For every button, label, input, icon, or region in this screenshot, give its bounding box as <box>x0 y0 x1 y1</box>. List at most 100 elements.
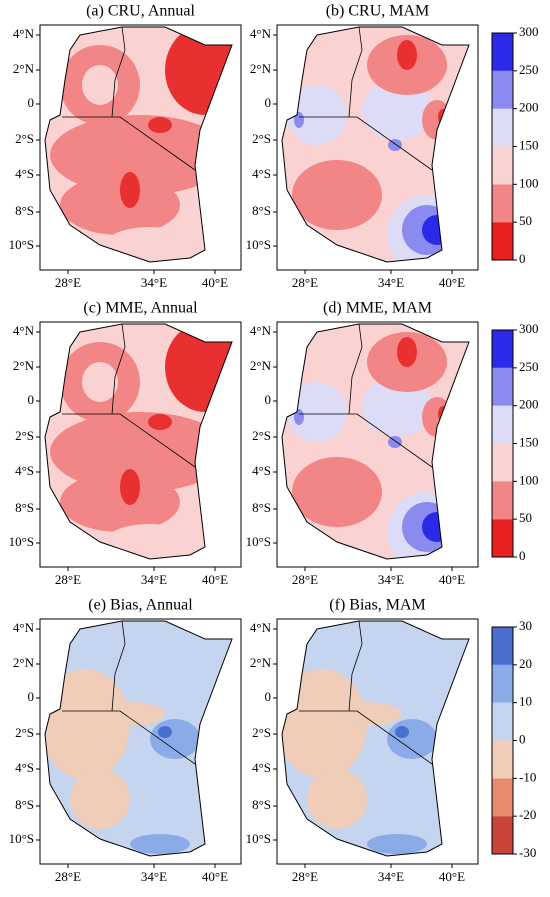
country-border <box>299 620 433 765</box>
y-tick-label: 4°N <box>13 323 35 338</box>
y-tick-label: 2°S <box>252 725 271 740</box>
map-region <box>367 834 427 854</box>
x-tick-label: 40°E <box>439 275 465 290</box>
y-tick-label: 4°N <box>250 26 272 41</box>
map-region <box>158 726 172 738</box>
map-fill <box>282 324 469 559</box>
map-region <box>82 65 118 105</box>
map-region <box>120 172 140 208</box>
colorbar-segment <box>492 33 513 71</box>
colorbar-tick-label: -30 <box>519 845 536 860</box>
panel-title: (f) Bias, MAM <box>329 597 425 614</box>
map <box>281 26 470 263</box>
map-fill <box>282 27 469 262</box>
x-tick-label: 28°E <box>292 275 318 290</box>
y-tick-label: 0 <box>265 689 272 704</box>
panel-title: (a) CRU, Annual <box>86 3 195 20</box>
y-tick-label: 0 <box>28 392 35 407</box>
colorbar-tick-label: 0 <box>519 251 526 266</box>
map-region <box>282 27 469 262</box>
y-tick-label: 4°S <box>15 166 34 181</box>
y-tick-label: 2°N <box>13 655 35 670</box>
map-region <box>388 436 402 448</box>
colorbar-tick-label: 200 <box>519 100 539 115</box>
colorbar-tick-label: 50 <box>519 213 532 228</box>
country-outline <box>281 323 470 560</box>
x-tick-label: 34°E <box>141 572 167 587</box>
x-tick-label: 34°E <box>378 572 404 587</box>
map-region <box>150 719 200 759</box>
colorbar-segment <box>492 627 513 665</box>
colorbar-tick-label: 200 <box>519 397 539 412</box>
panel-title: (c) MME, Annual <box>83 300 198 317</box>
colorbar-tick-label: 300 <box>519 321 539 336</box>
y-tick-label: 10°S <box>9 831 34 846</box>
map-region <box>60 175 180 235</box>
map-region <box>282 324 469 559</box>
map-region <box>82 362 118 402</box>
colorbar-tick-label: 0 <box>519 731 526 746</box>
colorbar-segment <box>492 702 513 741</box>
y-tick-label: 8°S <box>15 203 34 218</box>
colorbar-segment <box>492 664 513 703</box>
colorbar-segment <box>492 481 513 520</box>
y-tick-label: 8°S <box>252 500 271 515</box>
colorbar-tick-label: -10 <box>519 769 536 784</box>
y-tick-label: 2°N <box>13 358 35 373</box>
y-tick-label: 2°N <box>250 61 272 76</box>
panel-title: (b) CRU, MAM <box>326 3 430 20</box>
map-region <box>287 85 347 145</box>
country-outline <box>44 26 233 263</box>
y-tick-label: 10°S <box>246 831 271 846</box>
colorbar-segment <box>492 108 513 147</box>
y-tick-label: 0 <box>265 95 272 110</box>
map <box>281 323 470 560</box>
y-tick-label: 4°S <box>252 166 271 181</box>
y-tick-label: 2°S <box>15 428 34 443</box>
x-tick-label: 34°E <box>141 869 167 884</box>
y-tick-label: 2°S <box>15 131 34 146</box>
y-tick-label: 4°N <box>13 26 35 41</box>
colorbar-segment <box>492 778 513 817</box>
map-region <box>60 472 180 532</box>
colorbar-tick-label: -20 <box>519 807 536 822</box>
map-region <box>395 726 409 738</box>
y-tick-label: 8°S <box>15 500 34 515</box>
map-region <box>397 337 417 367</box>
y-tick-label: 0 <box>265 392 272 407</box>
colorbar-segment <box>492 184 513 223</box>
map-region <box>388 139 402 151</box>
map-region <box>130 834 190 854</box>
y-tick-label: 10°S <box>246 534 271 549</box>
country-border <box>299 323 433 468</box>
map-region <box>294 409 304 425</box>
country-outline <box>281 26 470 263</box>
y-tick-label: 8°S <box>252 797 271 812</box>
map-region <box>148 117 172 133</box>
y-tick-label: 8°S <box>15 797 34 812</box>
map-region <box>50 412 230 492</box>
country-outline <box>44 620 233 857</box>
y-tick-label: 4°N <box>250 323 272 338</box>
map-region <box>45 669 130 779</box>
colorbar-tick-label: 300 <box>519 24 539 39</box>
x-tick-label: 40°E <box>202 869 228 884</box>
y-tick-label: 10°S <box>9 534 34 549</box>
colorbar-tick-label: 150 <box>519 137 539 152</box>
colorbar-segment <box>492 146 513 185</box>
country-outline <box>44 323 233 560</box>
map-region <box>387 719 437 759</box>
map-region <box>332 702 402 726</box>
map-region <box>307 769 367 829</box>
y-tick-label: 10°S <box>9 237 34 252</box>
colorbar-tick-label: 30 <box>519 618 532 633</box>
country-border <box>62 26 196 171</box>
map-region <box>148 414 172 430</box>
y-tick-label: 2°S <box>15 725 34 740</box>
colorbar-tick-label: 250 <box>519 62 539 77</box>
colorbar-tick-label: 20 <box>519 656 532 671</box>
country-border <box>62 323 196 468</box>
y-tick-label: 2°N <box>13 61 35 76</box>
x-tick-label: 40°E <box>439 869 465 884</box>
